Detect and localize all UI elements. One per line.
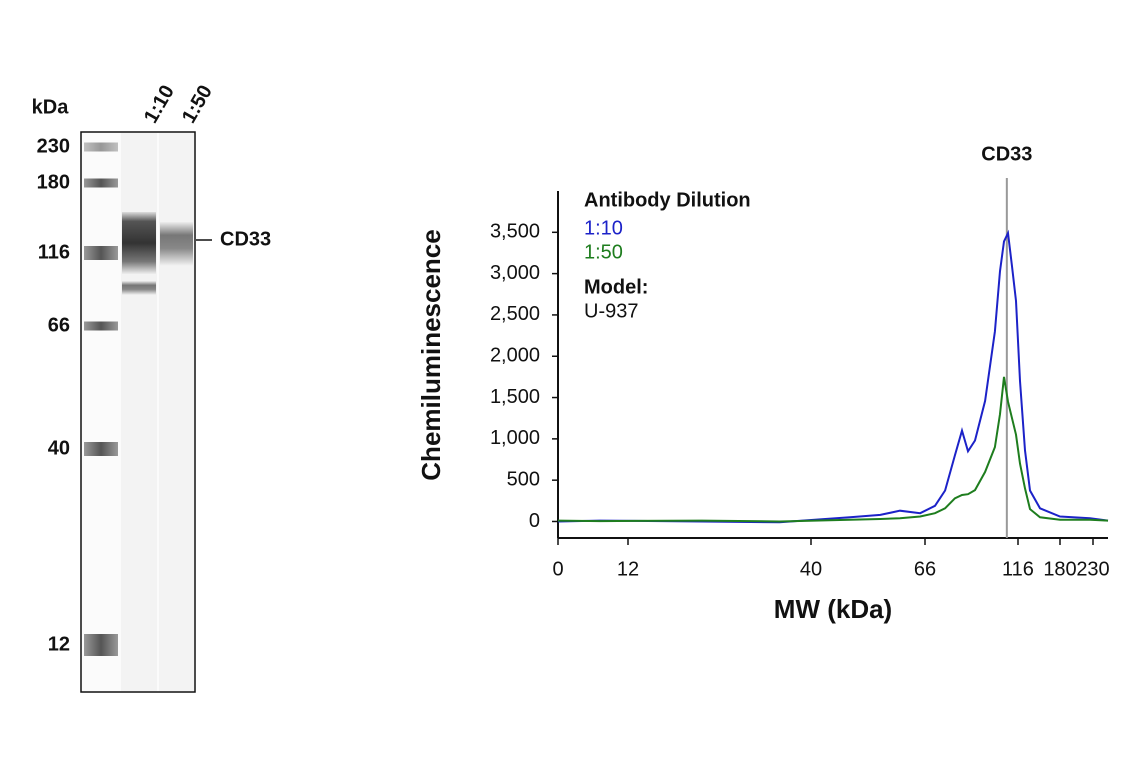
x-tick-label: 116 xyxy=(1002,558,1034,580)
model-value: U-937 xyxy=(584,300,638,322)
legend-title: Antibody Dilution xyxy=(584,189,751,211)
band xyxy=(122,281,156,295)
y-tick-label: 500 xyxy=(507,468,540,490)
ladder-band xyxy=(84,246,118,260)
band xyxy=(122,212,156,274)
y-tick-label: 1,000 xyxy=(490,427,540,449)
band xyxy=(160,222,193,266)
lane-label: 1:50 xyxy=(178,81,217,127)
x-tick-label: 66 xyxy=(914,558,936,580)
marker-label: 116 xyxy=(38,241,70,263)
y-tick-label: 3,500 xyxy=(490,221,540,243)
ladder xyxy=(84,142,118,656)
legend-entry: 1:10 xyxy=(584,217,623,239)
series-line xyxy=(557,376,1109,523)
marker-label: 12 xyxy=(48,633,70,655)
y-tick-label: 0 xyxy=(529,510,540,532)
target-label: CD33 xyxy=(220,228,271,250)
x-tick-label: 12 xyxy=(617,558,639,580)
y-axis-label: Chemiluminescence xyxy=(416,229,446,480)
legend-entry: 1:50 xyxy=(584,241,623,263)
y-tick-label: 2,000 xyxy=(490,345,540,367)
peak-label: CD33 xyxy=(981,143,1032,165)
ladder-band xyxy=(84,321,118,331)
y-tick-label: 1,500 xyxy=(490,386,540,408)
marker-label: 40 xyxy=(48,437,70,459)
ladder-band xyxy=(84,442,118,456)
ladder-band xyxy=(84,142,118,152)
x-tick-label: 0 xyxy=(552,558,563,580)
unit-label: kDa xyxy=(32,96,70,118)
y-tick-label: 2,500 xyxy=(490,303,540,325)
model-label: Model: xyxy=(584,276,648,298)
ladder-band xyxy=(84,178,118,188)
x-tick-label: 230 xyxy=(1076,558,1109,580)
x-tick-label: 40 xyxy=(800,558,822,580)
lane-label: 1:10 xyxy=(140,81,179,127)
y-tick-label: 3,000 xyxy=(490,262,540,284)
marker-label: 180 xyxy=(37,171,70,193)
x-tick-label: 180 xyxy=(1043,558,1076,580)
series-line xyxy=(557,229,1109,524)
ladder-band xyxy=(84,634,118,656)
marker-label: 230 xyxy=(37,135,70,157)
marker-label: 66 xyxy=(48,314,70,336)
x-axis-label: MW (kDa) xyxy=(774,594,892,624)
lane xyxy=(159,133,194,691)
